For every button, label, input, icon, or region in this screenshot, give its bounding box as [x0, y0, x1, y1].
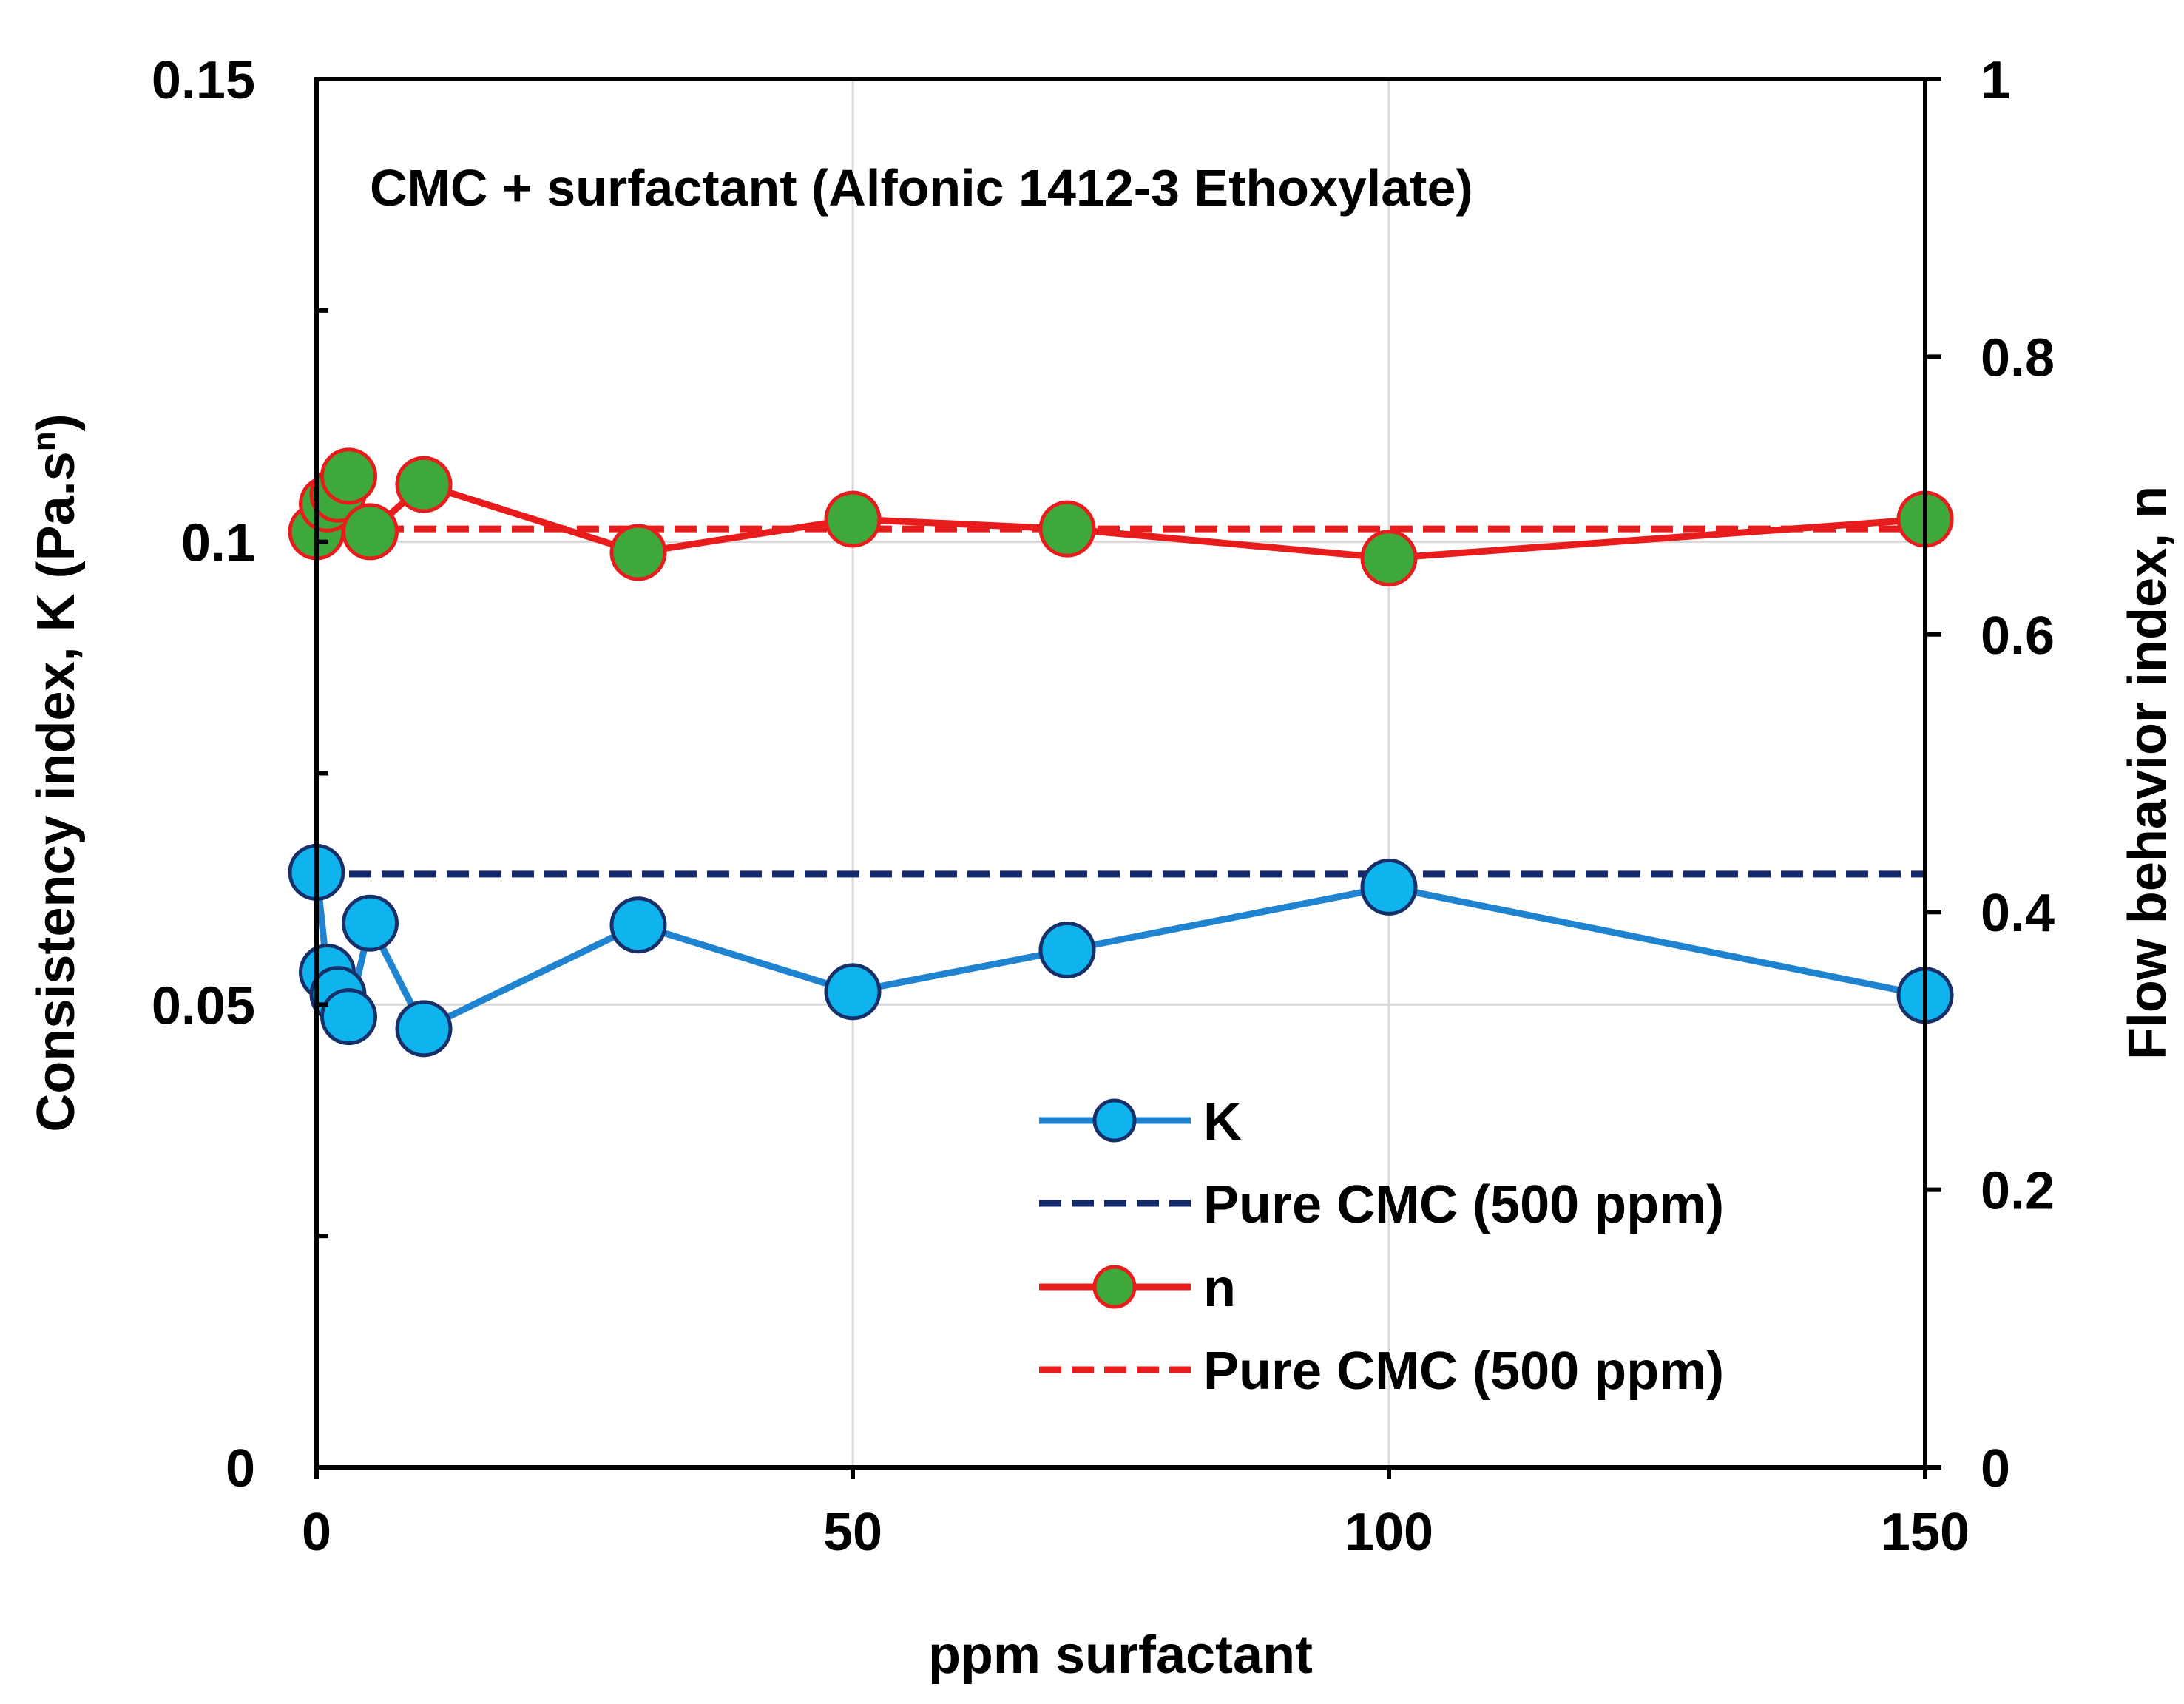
data-point-k: [609, 896, 667, 954]
data-point-n: [395, 456, 453, 513]
legend-label-pure-cmc-n: Pure CMC (500 ppm): [1203, 1342, 1724, 1401]
legend-label-k: K: [1203, 1092, 1242, 1152]
y-tick-label: 0: [226, 1439, 255, 1498]
data-point-k: [320, 988, 377, 1046]
y-tick-label: 0.05: [152, 976, 255, 1035]
y2-tick-label: 0.6: [1981, 606, 2055, 666]
y-axis-label-suffix: ): [27, 413, 86, 431]
y2-tick-label: 0: [1981, 1439, 2010, 1498]
y-tick-label: 0.1: [181, 514, 255, 573]
legend: K Pure CMC (500 ppm) n Pure CMC (500 ppm…: [1039, 1092, 1724, 1401]
data-point-n: [824, 490, 882, 548]
y2-tick-label: 1: [1981, 51, 2010, 110]
x-tick-label: 150: [1881, 1503, 1970, 1562]
grid: [317, 79, 1925, 1467]
y-axis-label-main: Consistency index, K (Pa.s: [27, 451, 86, 1132]
data-point-n: [1038, 500, 1096, 558]
legend-label-pure-cmc-k: Pure CMC (500 ppm): [1203, 1175, 1724, 1234]
data-point-n: [342, 503, 399, 561]
y-tick-label: 0.15: [152, 51, 255, 110]
legend-label-n: n: [1203, 1259, 1236, 1318]
y-axis-label-superscript: n: [26, 431, 62, 451]
y2-tick-label: 0.2: [1981, 1162, 2055, 1221]
data-point-n: [609, 524, 667, 581]
data-point-k: [1360, 858, 1418, 916]
y-axis-label: Consistency index, K (Pa.sn): [26, 413, 86, 1132]
data-point-n: [1360, 530, 1418, 587]
chart-title: CMC + surfactant (Alfonic 1412-3 Ethoxyl…: [370, 159, 1473, 217]
x-tick-label: 0: [302, 1503, 331, 1562]
data-point-k: [395, 1000, 453, 1058]
data-point-k: [824, 963, 882, 1021]
legend-swatch-n-marker: [1092, 1265, 1137, 1309]
x-tick-label: 100: [1345, 1503, 1433, 1562]
x-tick-label: 50: [823, 1503, 882, 1562]
data-point-k: [1038, 922, 1096, 979]
y2-tick-label: 0.8: [1981, 328, 2055, 388]
y2-axis-label: Flow behavior index, n: [2118, 486, 2177, 1060]
x-axis-label: ppm surfactant: [928, 1626, 1313, 1685]
y2-tick-label: 0.4: [1981, 884, 2055, 943]
data-point-n: [320, 447, 377, 505]
series-layer: [288, 447, 1954, 1058]
legend-swatch-k-marker: [1092, 1098, 1137, 1143]
data-point-k: [342, 894, 399, 952]
